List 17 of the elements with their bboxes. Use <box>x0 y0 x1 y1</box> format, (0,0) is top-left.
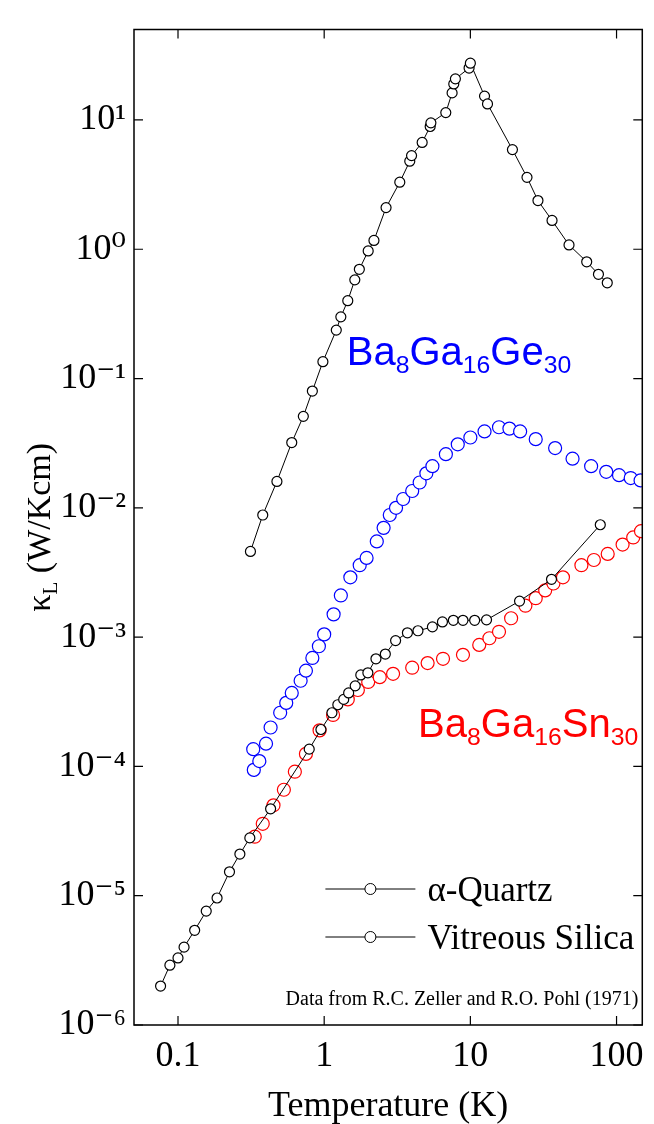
x-tick-label: 10 <box>452 1034 489 1075</box>
y-tick-label: 10⁻⁴ <box>58 743 126 784</box>
x-axis-title: Temperature (K) <box>267 1084 509 1124</box>
x-tick-label: 1 <box>315 1034 334 1075</box>
y-tick-label: 10⁰ <box>75 226 126 267</box>
y-tick-label: 10⁻⁶ <box>58 1002 126 1043</box>
legend-label: α-Quartz <box>427 870 553 909</box>
x-tick-label: 100 <box>589 1034 644 1075</box>
y-tick-label: 10⁻² <box>60 485 126 526</box>
y-tick-label: 10⁻⁵ <box>58 873 126 914</box>
y-tick-label: 10⁻³ <box>60 614 127 655</box>
annotation: Data from R.C. Zeller and R.O. Pohl (1971) <box>285 987 639 1010</box>
y-tick-label: 10¹ <box>79 97 126 138</box>
legend-label: Vitreous Silica <box>427 918 635 957</box>
y-axis-title: κL (W/Kcm) <box>20 442 62 612</box>
y-tick-label: 10⁻¹ <box>60 356 126 396</box>
x-tick-label: 0.1 <box>155 1034 201 1075</box>
